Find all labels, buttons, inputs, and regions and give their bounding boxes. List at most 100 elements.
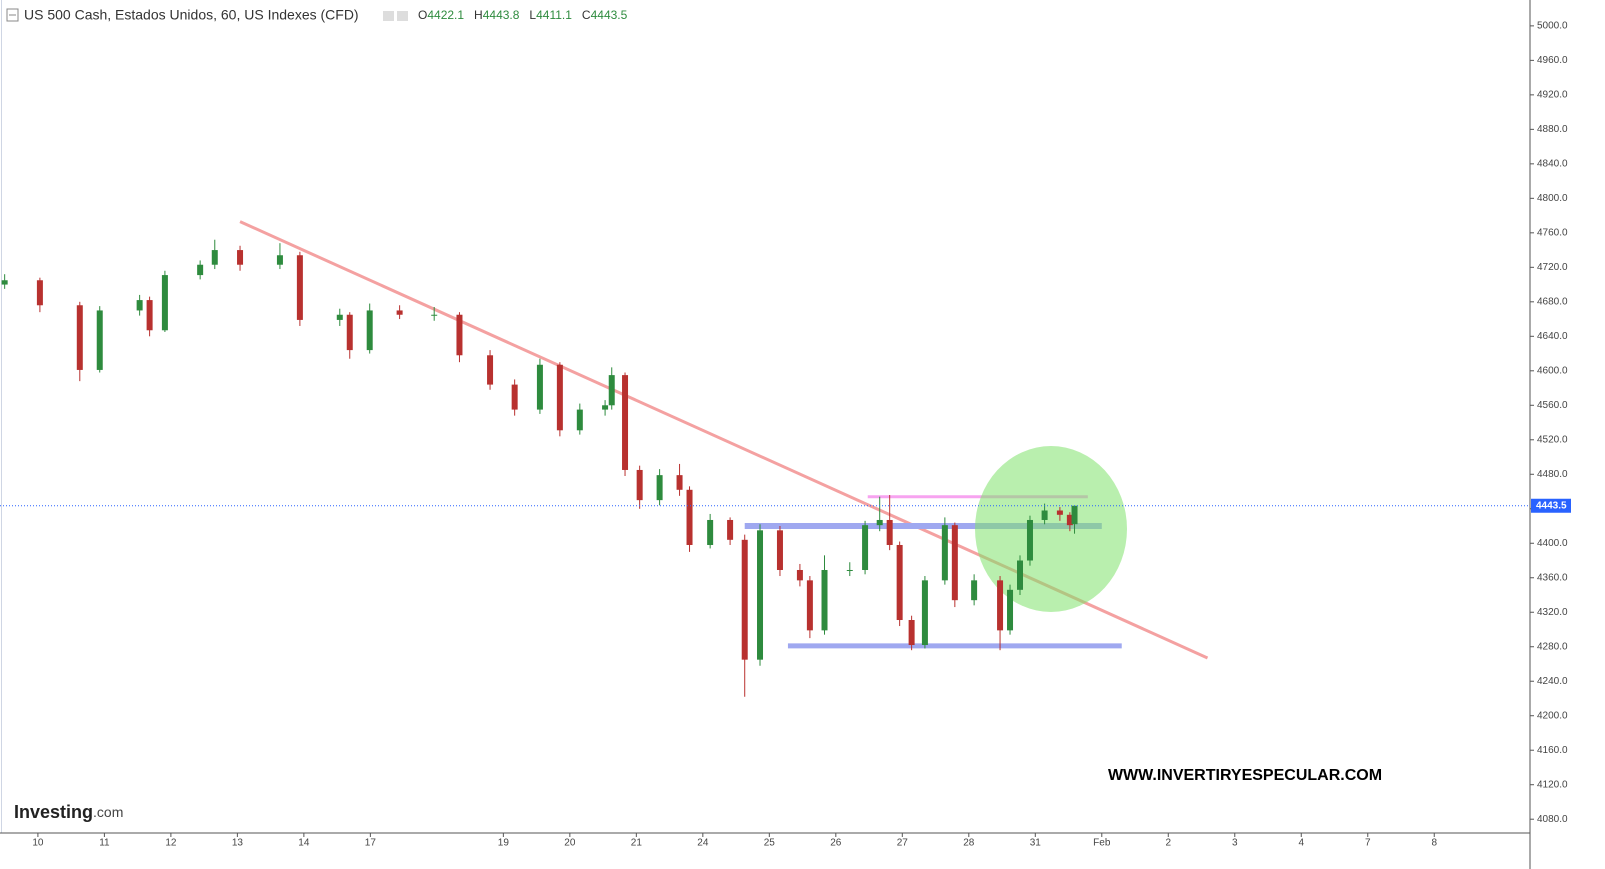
candle-body [96, 310, 103, 370]
candle-body [806, 580, 813, 631]
ohlc-value: 4443.5 [591, 8, 628, 22]
candle-body [211, 250, 218, 265]
chart-title: US 500 Cash, Estados Unidos, 60, US Inde… [24, 7, 359, 23]
x-tick-label: 20 [564, 838, 576, 849]
ohlc-value: 4422.1 [427, 8, 464, 22]
y-tick-label: 4840.0 [1537, 158, 1568, 169]
y-tick-label: 4720.0 [1537, 262, 1568, 273]
candle-body [1041, 510, 1048, 520]
candle-body [971, 580, 978, 601]
y-tick-label: 4800.0 [1537, 193, 1568, 204]
candle-body [456, 314, 463, 356]
candles [1, 239, 1078, 697]
candle-body [757, 530, 764, 660]
axes: 4080.04120.04160.04200.04240.04280.04320… [0, 21, 1571, 849]
candle-body [727, 519, 734, 540]
last-price-box [1531, 498, 1571, 513]
candle-body [1066, 514, 1073, 526]
y-tick-label: 4560.0 [1537, 400, 1568, 411]
y-tick-label: 4240.0 [1537, 676, 1568, 687]
candle-body [656, 475, 663, 501]
candle-body [276, 255, 283, 265]
y-tick-label: 4080.0 [1537, 814, 1568, 825]
candle-body [686, 489, 693, 545]
x-tick-label: 14 [298, 838, 310, 849]
y-tick-label: 4920.0 [1537, 89, 1568, 100]
candle-body [136, 300, 143, 311]
candle-body [886, 519, 893, 545]
candle-body [1056, 510, 1063, 515]
x-tick-label: 17 [365, 838, 377, 849]
candle-body [366, 310, 373, 351]
x-tick-label: 21 [631, 838, 643, 849]
x-tick-label: 25 [764, 838, 776, 849]
ohlc-value: 4443.8 [483, 8, 520, 22]
x-tick-label: 12 [165, 838, 177, 849]
candle-body [862, 525, 869, 570]
y-tick-label: 4280.0 [1537, 641, 1568, 652]
y-tick-label: 4480.0 [1537, 469, 1568, 480]
x-tick-label: 7 [1365, 838, 1371, 849]
y-tick-label: 4120.0 [1537, 779, 1568, 790]
y-tick-label: 4520.0 [1537, 434, 1568, 445]
highlight-circle [975, 446, 1127, 612]
last-price-label: 4443.5 [1536, 500, 1567, 511]
candle-body [921, 580, 928, 646]
candle-body [76, 305, 83, 370]
watermark: WWW.INVERTIRYESPECULAR.COM [1108, 767, 1382, 784]
candle-body [622, 375, 629, 470]
candle-body [336, 314, 343, 320]
candle-body [576, 409, 583, 431]
candle-body [487, 355, 494, 385]
candle-body [511, 384, 518, 410]
ohlc-header: O4422.1 H4443.8 L4411.1 C4443.5 [418, 8, 628, 22]
y-tick-label: 4640.0 [1537, 331, 1568, 342]
candle-body [1071, 505, 1078, 525]
candle-body [146, 300, 153, 331]
candle-body [997, 580, 1004, 631]
candle-body [197, 264, 204, 276]
y-tick-label: 4600.0 [1537, 365, 1568, 376]
candle-body [1, 280, 8, 285]
logo-name: Investing [14, 802, 93, 822]
candle-body [941, 525, 948, 581]
y-tick-label: 4160.0 [1537, 745, 1568, 756]
y-tick-label: 4960.0 [1537, 55, 1568, 66]
y-tick-label: 4400.0 [1537, 538, 1568, 549]
candle-body [676, 475, 683, 490]
candle-body [908, 620, 915, 646]
symbol-icon [6, 8, 19, 22]
ohlc-label: O [418, 8, 427, 22]
candle-body [396, 310, 403, 315]
x-tick-label: 26 [830, 838, 842, 849]
header-icon[interactable] [383, 11, 394, 21]
header-icon[interactable] [397, 11, 408, 21]
candle-body [296, 255, 303, 320]
x-tick-label: 3 [1232, 838, 1238, 849]
x-tick-label: Feb [1093, 838, 1111, 849]
candle-body [1026, 519, 1033, 561]
logo-suffix: .com [93, 804, 123, 820]
x-tick-label: 19 [498, 838, 510, 849]
candle-body [776, 530, 783, 570]
y-tick-label: 4320.0 [1537, 607, 1568, 618]
candle-body [876, 519, 883, 526]
candle-body [951, 525, 958, 601]
x-tick-label: 28 [963, 838, 975, 849]
candle-body [237, 250, 244, 265]
x-tick-label: 24 [697, 838, 709, 849]
candle-body [896, 544, 903, 621]
ohlc-value: 4411.1 [536, 8, 572, 22]
y-tick-label: 4760.0 [1537, 227, 1568, 238]
y-tick-label: 4360.0 [1537, 572, 1568, 583]
x-tick-label: 31 [1030, 838, 1042, 849]
y-tick-label: 4880.0 [1537, 124, 1568, 135]
x-tick-label: 10 [32, 838, 44, 849]
candle-body [556, 364, 563, 431]
x-tick-label: 2 [1165, 838, 1171, 849]
candle-body [608, 375, 615, 406]
candle-body [821, 569, 828, 631]
ohlc-label: C [582, 8, 591, 22]
candle-body [707, 519, 714, 545]
